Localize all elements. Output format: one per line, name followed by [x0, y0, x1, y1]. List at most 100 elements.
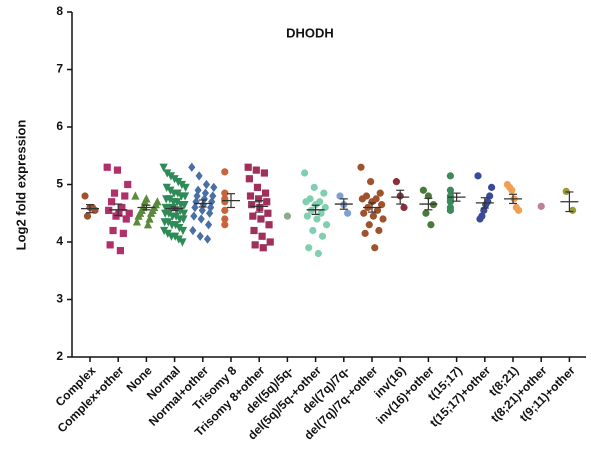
data-point [162, 183, 171, 192]
data-point [358, 195, 366, 203]
data-point [159, 163, 168, 172]
data-point [124, 180, 132, 189]
data-point [197, 214, 205, 224]
data-point [178, 238, 187, 247]
data-point [259, 244, 267, 252]
data-point [244, 163, 252, 171]
data-point [303, 212, 311, 220]
data-point [180, 201, 189, 210]
data-point [375, 226, 383, 235]
data-point [309, 226, 317, 235]
data-point [131, 191, 140, 200]
data-point [119, 229, 127, 237]
y-tick-label: 6 [56, 119, 63, 133]
data-point [181, 183, 190, 192]
data-point [179, 215, 188, 224]
y-tick-label: 4 [56, 234, 63, 248]
data-point [221, 198, 229, 206]
data-point [180, 192, 190, 201]
data-point [172, 212, 181, 221]
data-point [248, 201, 256, 209]
data-point [83, 212, 92, 220]
data-point [166, 172, 176, 181]
data-point [221, 221, 229, 229]
data-point [204, 220, 213, 230]
data-point [261, 189, 270, 197]
data-point [265, 221, 273, 229]
data-point [171, 232, 180, 241]
data-point [419, 186, 427, 194]
data-point [160, 226, 169, 236]
data-point [357, 163, 365, 171]
data-point [323, 221, 331, 229]
data-point [110, 189, 119, 197]
data-point [140, 197, 149, 206]
data-point [368, 198, 376, 206]
data-point [81, 192, 89, 200]
data-point [422, 209, 430, 217]
data-point [249, 212, 257, 220]
data-point [263, 198, 271, 206]
data-point [508, 186, 516, 194]
data-point [260, 169, 269, 177]
data-point [305, 244, 313, 252]
data-point [163, 229, 172, 238]
y-tick-label: 7 [56, 62, 63, 76]
data-point [360, 209, 368, 217]
data-point [376, 189, 384, 197]
data-point [313, 215, 321, 223]
data-point [446, 172, 454, 180]
data-point [361, 229, 369, 237]
data-point [202, 179, 211, 190]
data-point [255, 195, 263, 203]
data-point [108, 198, 116, 206]
data-point [145, 214, 154, 223]
data-point [310, 183, 318, 191]
data-point [266, 238, 274, 246]
data-point [257, 215, 265, 223]
data-point [164, 209, 173, 218]
data-point [191, 202, 199, 213]
data-point [113, 166, 122, 174]
data-point [163, 169, 172, 178]
data-point [105, 206, 113, 214]
data-point [367, 178, 375, 186]
data-point [427, 221, 435, 229]
data-point [177, 180, 187, 190]
data-point [116, 247, 124, 255]
data-point [122, 215, 130, 223]
data-point [336, 192, 344, 200]
data-point [301, 169, 309, 177]
data-point [320, 189, 328, 197]
data-point [118, 203, 126, 212]
y-axis-title: Log2 fold expression [13, 120, 28, 251]
data-point [258, 232, 266, 240]
data-point [392, 178, 400, 186]
data-point [221, 168, 229, 176]
data-point [147, 208, 156, 217]
data-point [198, 205, 206, 215]
data-point [179, 209, 189, 218]
data-point [189, 225, 197, 236]
data-point [190, 211, 198, 221]
data-point [171, 221, 180, 230]
data-point [106, 241, 114, 249]
data-point [252, 166, 260, 174]
data-point [253, 183, 262, 191]
data-point [446, 206, 454, 214]
data-point [400, 203, 408, 212]
y-tick-label: 2 [56, 349, 63, 363]
data-point [174, 235, 183, 244]
y-tick-label: 5 [56, 177, 63, 191]
data-point [109, 226, 117, 235]
data-point [245, 175, 253, 183]
data-point [121, 192, 129, 200]
data-point [173, 189, 182, 198]
data-point [302, 198, 310, 206]
data-point [170, 175, 179, 184]
data-point [196, 231, 204, 241]
data-point [166, 186, 175, 195]
data-point [344, 209, 352, 217]
